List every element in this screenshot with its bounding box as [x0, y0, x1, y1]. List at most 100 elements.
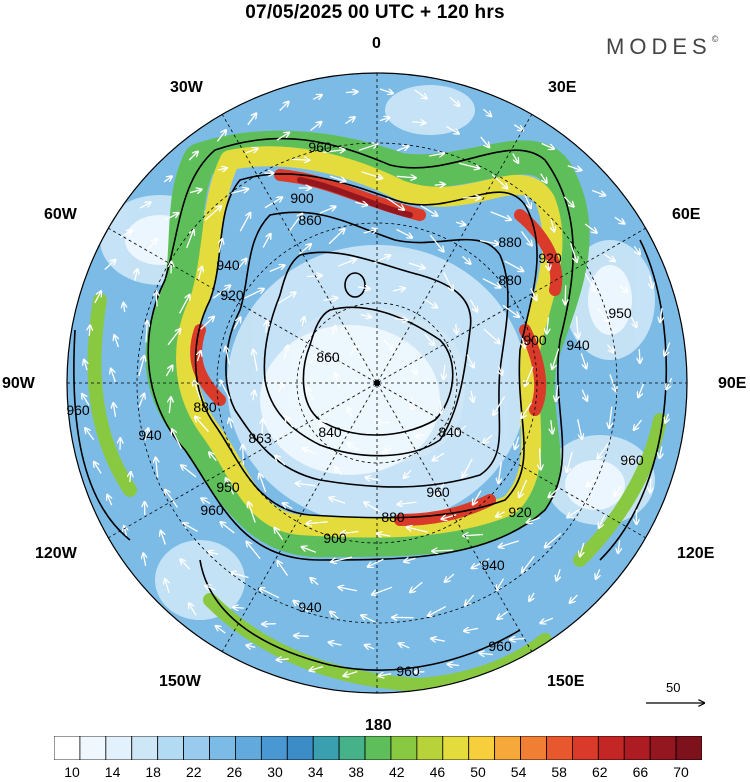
wind-vector — [606, 344, 614, 353]
contour-label: 840 — [318, 424, 342, 440]
lon-label-0: 0 — [372, 35, 381, 52]
wind-vector — [618, 540, 620, 553]
wind-vector — [541, 142, 554, 149]
colorbar — [54, 736, 702, 760]
wind-vector — [482, 278, 500, 288]
colorbar-swatch — [390, 736, 418, 760]
wind-vector — [167, 329, 180, 346]
colorbar-tick-label: 66 — [632, 764, 649, 780]
wind-vector — [443, 272, 453, 291]
wind-vector — [570, 594, 578, 603]
wind-vector — [172, 429, 182, 449]
wind-vector — [312, 95, 322, 99]
contour-line — [263, 251, 472, 457]
contour-label: 960 — [66, 402, 90, 418]
jet-band-green — [145, 130, 590, 558]
wind-vector — [329, 642, 342, 645]
wind-vector — [307, 522, 328, 524]
wind-vector — [424, 333, 434, 345]
wind-vector — [396, 176, 416, 178]
wind-vector — [473, 490, 482, 505]
wind-vector — [365, 645, 375, 649]
wind-vector — [567, 165, 582, 170]
wind-vector — [552, 348, 560, 370]
wind-vector — [335, 467, 343, 476]
lon-label-90e: 90E — [718, 375, 747, 392]
wind-vector — [619, 285, 627, 293]
wind-vector — [414, 89, 427, 98]
wind-vector — [294, 636, 309, 637]
colorbar-tick-label: 58 — [551, 764, 567, 780]
wind-vector — [548, 259, 550, 270]
colorbar-swatch — [494, 736, 521, 760]
wind-vector — [522, 555, 535, 572]
lon-label-180: 180 — [365, 717, 392, 734]
wind-vector — [614, 216, 625, 223]
wind-vector — [306, 276, 322, 277]
wind-vector — [147, 239, 157, 251]
wind-vector — [341, 532, 359, 534]
wind-vector — [630, 316, 636, 327]
wind-vector — [540, 448, 541, 470]
wind-vector — [379, 88, 393, 93]
wind-vector — [379, 674, 392, 676]
colorbar-tick-label: 42 — [389, 764, 405, 780]
lon-label-30e: 30E — [548, 79, 577, 96]
wind-vector — [529, 592, 534, 601]
wind-vector — [135, 269, 138, 282]
wind-vector — [547, 317, 549, 333]
wind-vector — [364, 502, 380, 513]
colorbar-tick-label: 22 — [186, 764, 202, 780]
contour-label: 960 — [308, 139, 332, 155]
wind-vector — [130, 472, 131, 483]
wind-vector — [269, 265, 285, 273]
contour-label: 960 — [200, 502, 224, 518]
wind-vector — [496, 512, 505, 517]
wind-vector — [499, 540, 519, 547]
wind-vector — [198, 267, 202, 281]
wind-vector — [253, 391, 255, 401]
copyright-mark: © — [711, 34, 719, 44]
wind-vector — [483, 328, 500, 343]
colorbar-swatch — [546, 736, 573, 760]
wind-vector — [298, 244, 311, 255]
wind-vector — [111, 369, 117, 383]
colorbar-swatch — [623, 736, 651, 760]
wind-vector — [266, 321, 267, 333]
wind-vector — [436, 483, 445, 497]
wind-vector — [350, 346, 358, 355]
wind-vector — [410, 581, 423, 592]
wind-vector — [348, 443, 359, 451]
contour-line — [147, 137, 574, 561]
colorbar-tick-label: 62 — [592, 764, 608, 780]
wind-vector — [165, 213, 178, 221]
wind-vector — [239, 213, 250, 232]
wind-vector — [498, 461, 501, 483]
wind-vector — [94, 462, 102, 474]
wind-vector — [497, 611, 508, 619]
wind-vector — [229, 418, 232, 429]
wind-vector — [493, 396, 506, 415]
wind-vector — [634, 419, 643, 430]
contour-line — [302, 306, 454, 436]
wind-vector — [446, 125, 458, 133]
wind-vector — [165, 490, 178, 508]
wind-vector — [480, 136, 490, 147]
colorbar-swatch — [54, 736, 81, 760]
wind-vector — [479, 241, 499, 245]
wind-vector — [195, 417, 209, 433]
wind-vector — [361, 171, 383, 178]
wind-vector — [279, 102, 289, 112]
wind-vector — [123, 303, 124, 313]
wind-vector — [609, 406, 612, 428]
wind-vector — [262, 624, 276, 625]
wind-vector — [596, 569, 600, 579]
vector-reference-value: 50 — [666, 680, 681, 695]
wind-vector — [522, 337, 525, 348]
wind-vector — [161, 531, 166, 545]
colorbar-tick-label: 54 — [510, 764, 527, 780]
wind-vector — [138, 356, 145, 376]
wind-vector — [515, 436, 519, 449]
wind-vector — [530, 288, 537, 300]
wind-vector — [243, 445, 244, 465]
